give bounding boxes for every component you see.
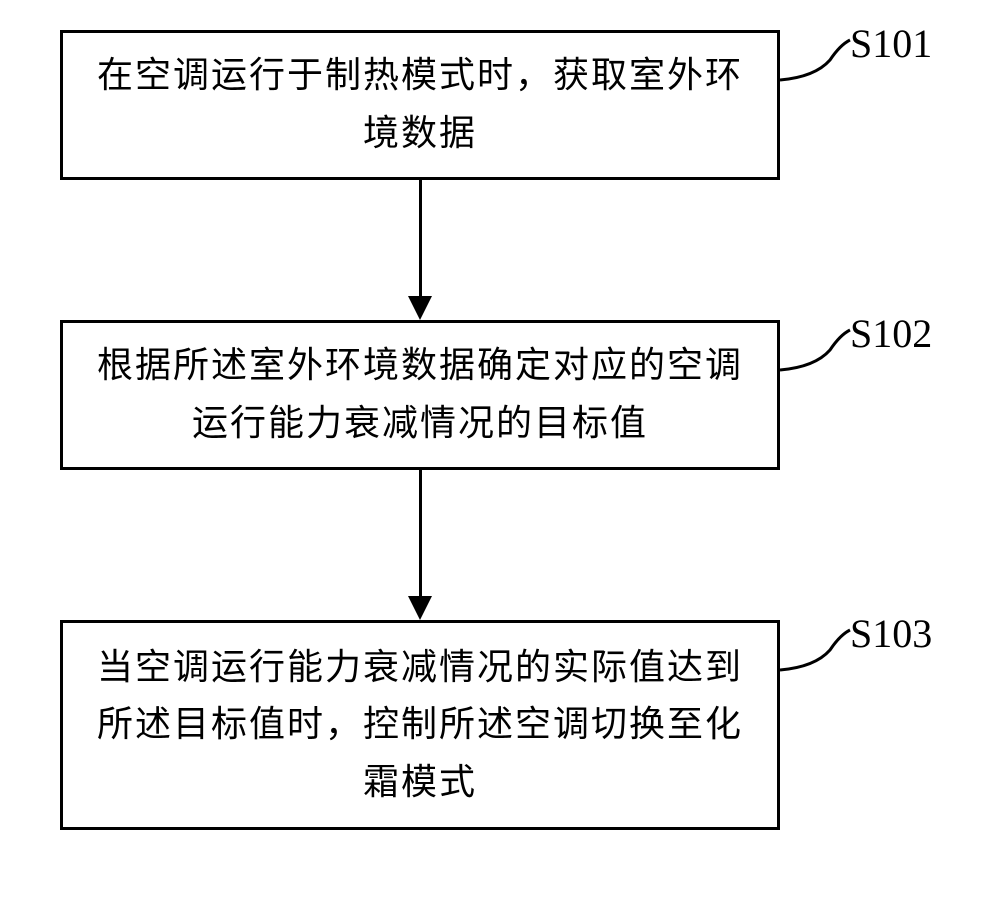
arrow-step2-step3 <box>419 470 422 596</box>
flowchart-container: 在空调运行于制热模式时，获取室外环境数据 S101 根据所述室外环境数据确定对应… <box>40 20 960 882</box>
step2-text: 根据所述室外环境数据确定对应的空调运行能力衰减情况的目标值 <box>83 337 757 452</box>
flowchart-node-step2: 根据所述室外环境数据确定对应的空调运行能力衰减情况的目标值 <box>60 320 780 470</box>
step3-text: 当空调运行能力衰减情况的实际值达到所述目标值时，控制所述空调切换至化霜模式 <box>83 639 757 812</box>
arrowhead-step2-step3 <box>408 596 432 620</box>
step3-label-connector <box>780 625 860 685</box>
step1-text: 在空调运行于制热模式时，获取室外环境数据 <box>83 47 757 162</box>
flowchart-node-step1: 在空调运行于制热模式时，获取室外环境数据 <box>60 30 780 180</box>
arrow-step1-step2 <box>419 180 422 296</box>
flowchart-node-step3: 当空调运行能力衰减情况的实际值达到所述目标值时，控制所述空调切换至化霜模式 <box>60 620 780 830</box>
arrowhead-step1-step2 <box>408 296 432 320</box>
step2-label: S102 <box>850 310 932 357</box>
step2-label-connector <box>780 325 860 385</box>
step3-label: S103 <box>850 610 932 657</box>
step1-label: S101 <box>850 20 932 67</box>
step1-label-connector <box>780 35 860 95</box>
